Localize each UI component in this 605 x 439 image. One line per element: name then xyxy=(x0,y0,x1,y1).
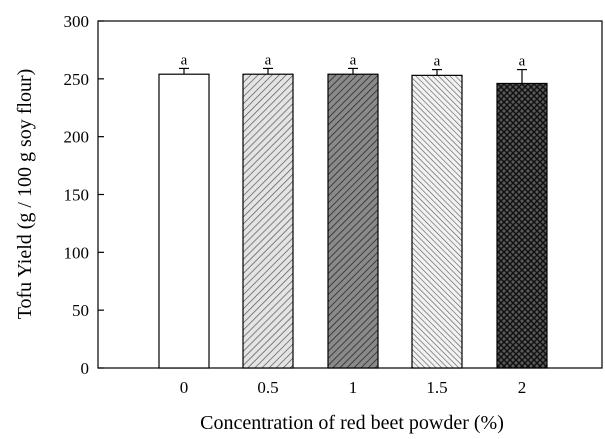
x-axis-label: Concentration of red beet powder (%) xyxy=(200,412,504,434)
significance-label: a xyxy=(434,54,441,70)
bar-0.5 xyxy=(242,73,294,369)
x-tick-label: 1 xyxy=(349,378,358,397)
y-tick-label: 200 xyxy=(64,128,90,147)
y-tick-label: 0 xyxy=(81,359,90,378)
y-axis-ticks: 0 50 100 150 200 250 300 xyxy=(64,12,104,378)
y-tick-label: 150 xyxy=(64,186,90,205)
bar-2 xyxy=(496,82,548,369)
x-tick-label: 1.5 xyxy=(426,378,447,397)
x-tick-label: 0.5 xyxy=(257,378,278,397)
significance-label: a xyxy=(350,52,357,68)
y-tick-label: 50 xyxy=(72,301,89,320)
significance-label: a xyxy=(181,52,188,68)
significance-label: a xyxy=(519,54,526,70)
significance-label: a xyxy=(265,52,272,68)
bar-1.5 xyxy=(411,74,463,369)
y-tick-label: 300 xyxy=(64,12,90,31)
x-tick-label: 2 xyxy=(518,378,527,397)
y-tick-label: 250 xyxy=(64,70,90,89)
x-tick-label: 0 xyxy=(180,378,189,397)
y-axis-label: Tofu Yield (g / 100 g soy flour) xyxy=(14,69,36,320)
y-tick-label: 100 xyxy=(64,243,90,262)
bar-1 xyxy=(327,73,379,369)
bar-0 xyxy=(158,73,210,369)
